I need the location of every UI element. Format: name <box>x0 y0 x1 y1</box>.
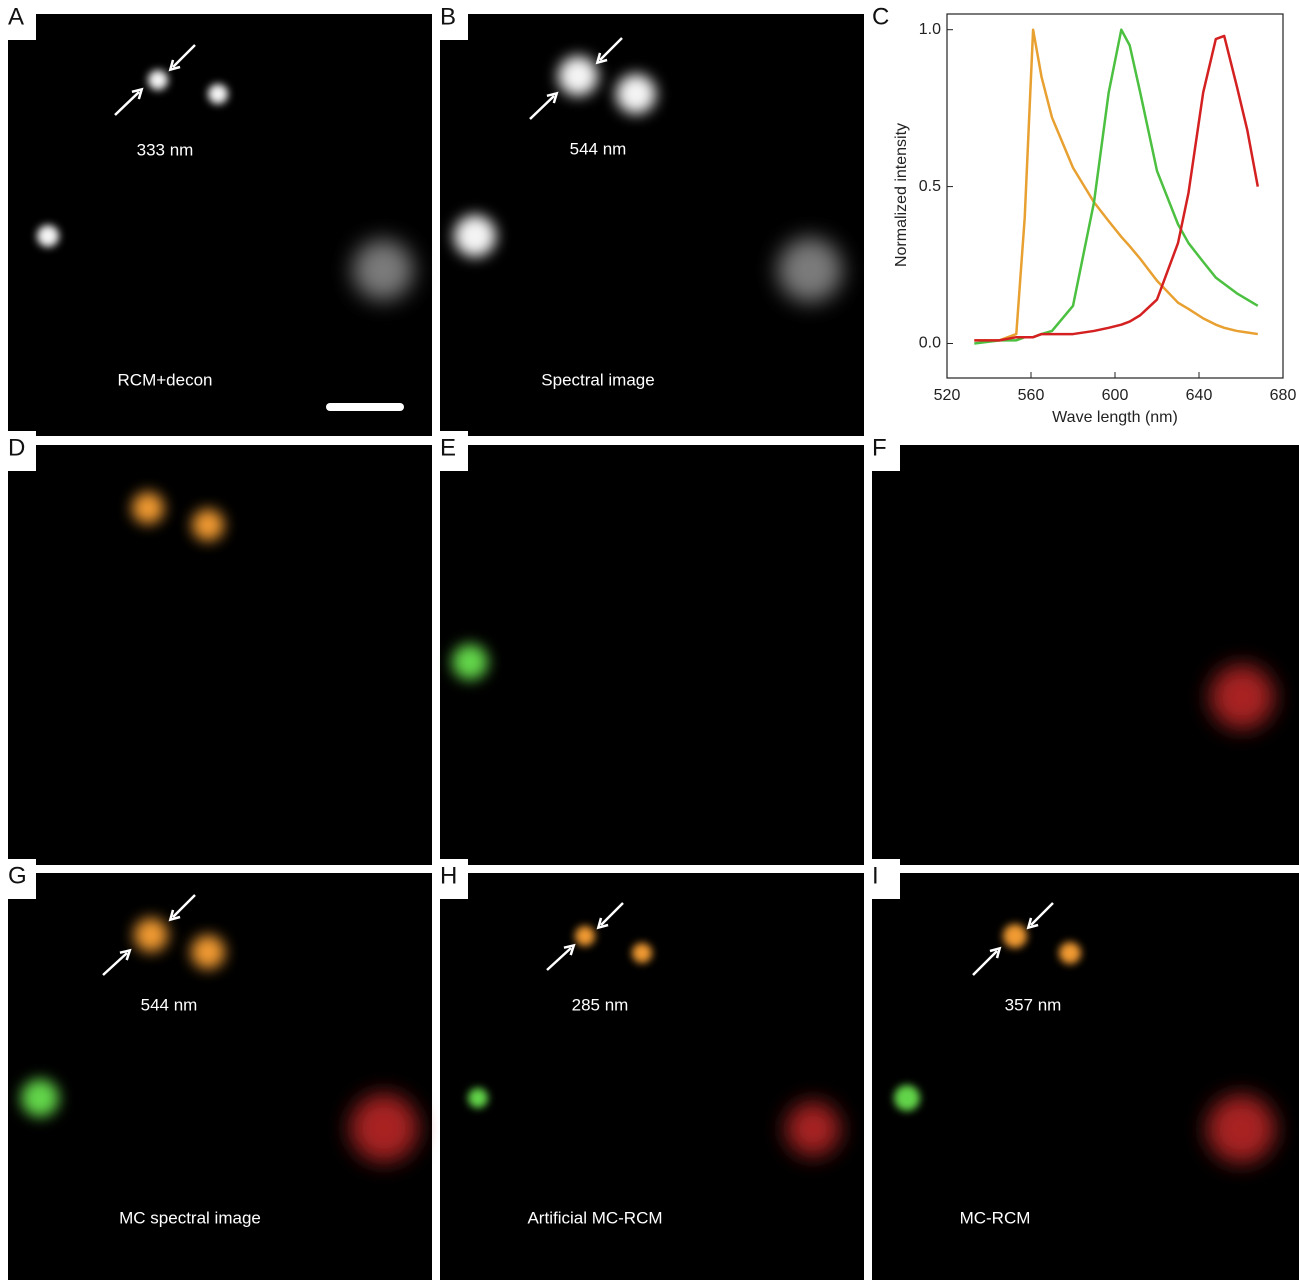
spot <box>21 1079 59 1117</box>
spot <box>575 926 595 946</box>
x-tick-label: 640 <box>1186 387 1213 404</box>
panel-letter: B <box>440 3 456 30</box>
x-tick-label: 520 <box>934 387 961 404</box>
spot <box>1210 665 1274 729</box>
y-tick-label: 0.5 <box>919 178 941 195</box>
panel: 544 nm Spectral image B <box>432 0 864 436</box>
spot <box>350 1094 418 1162</box>
panel: 544 nm MC spectral image G <box>0 859 432 1280</box>
panel-label: RCM+decon <box>118 370 213 389</box>
x-tick-label: 680 <box>1270 387 1297 404</box>
spot <box>778 238 842 302</box>
series-line <box>974 36 1258 340</box>
spot <box>1207 1095 1275 1163</box>
spot <box>353 240 413 300</box>
panel-label: 333 nm <box>137 140 194 159</box>
figure: 333 nm RCM+decon A 544 nm Spectral image B C D E… <box>0 0 1299 1280</box>
panel-letter: I <box>872 862 879 889</box>
y-tick-label: 1.0 <box>919 21 941 38</box>
panel-letter: A <box>8 3 24 30</box>
panel-label: MC spectral image <box>119 1208 261 1227</box>
spot <box>132 492 164 524</box>
spot <box>894 1085 920 1111</box>
spot <box>468 1088 488 1108</box>
panel-label: Spectral image <box>541 370 654 389</box>
spot <box>191 935 225 969</box>
spot <box>148 70 168 90</box>
series-line <box>974 30 1258 341</box>
panel-image <box>440 445 864 865</box>
panel-letter: C <box>872 3 889 30</box>
y-tick-label: 0.0 <box>919 335 941 352</box>
spot <box>134 918 168 952</box>
x-axis-label: Wave length (nm) <box>1052 409 1178 426</box>
panel: C <box>864 0 900 40</box>
letter-box <box>864 859 900 899</box>
panel: F <box>864 431 1299 865</box>
panel-label: 544 nm <box>141 995 198 1014</box>
x-tick-label: 600 <box>1102 387 1129 404</box>
spot <box>1003 924 1027 948</box>
spot <box>208 84 228 104</box>
spot <box>454 215 496 257</box>
x-tick-label: 560 <box>1018 387 1045 404</box>
panel-image <box>872 445 1299 865</box>
panel: 357 nm MC-RCM I <box>864 859 1299 1280</box>
series-line <box>974 30 1258 344</box>
panel-letter: H <box>440 862 457 889</box>
panel-label: Artificial MC-RCM <box>527 1208 662 1227</box>
panel-label: 285 nm <box>572 995 629 1014</box>
panel-letter: G <box>8 862 27 889</box>
panel-letter: F <box>872 434 887 461</box>
panel-letter: E <box>440 434 456 461</box>
panel-label: 357 nm <box>1005 995 1062 1014</box>
scale-bar <box>326 403 404 411</box>
panel-label: MC-RCM <box>960 1208 1031 1227</box>
spot <box>632 943 652 963</box>
panel-image <box>8 445 432 865</box>
spot <box>558 56 598 96</box>
spot <box>1059 942 1081 964</box>
spot <box>192 509 224 541</box>
panel: D <box>0 431 432 865</box>
y-axis-label: Normalized intensity <box>893 123 910 267</box>
spot <box>452 644 488 680</box>
spot <box>786 1102 840 1156</box>
panel: 285 nm Artificial MC-RCM H <box>432 859 864 1280</box>
panel: 333 nm RCM+decon A <box>0 0 432 436</box>
panel-label: 544 nm <box>570 139 627 158</box>
panel-image <box>8 14 432 436</box>
spot <box>37 225 59 247</box>
panel: E <box>432 431 864 865</box>
panel-letter: D <box>8 434 25 461</box>
panel-image <box>872 873 1299 1280</box>
spot <box>616 74 656 114</box>
